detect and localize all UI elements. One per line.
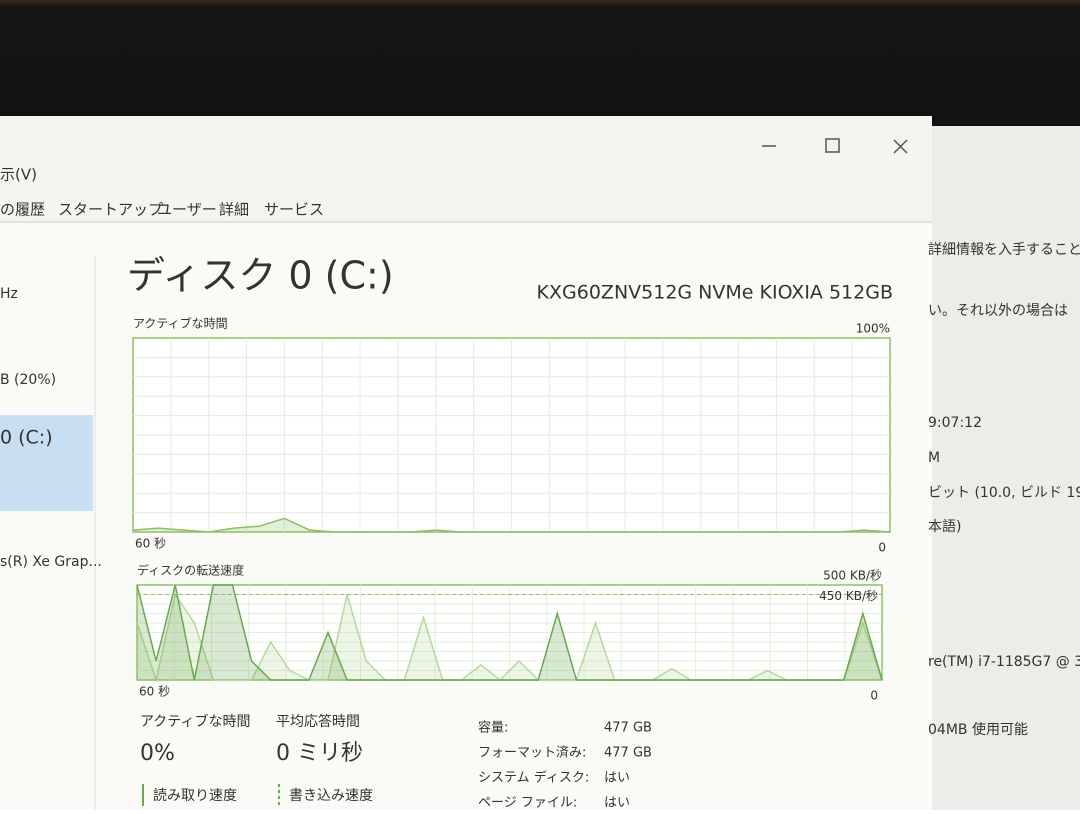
- maximize-button[interactable]: [825, 138, 840, 153]
- info-text: M: [928, 450, 940, 466]
- chart-label: アクティブな時間: [133, 316, 228, 331]
- close-button[interactable]: [893, 139, 908, 154]
- sidebar-item[interactable]: 0 (C:): [0, 427, 53, 449]
- property-value: はい: [604, 771, 630, 786]
- chart-time-label: 60 秒: [135, 537, 166, 551]
- chart-min-label: 0: [878, 541, 886, 555]
- property-label: ページ ファイル:: [478, 796, 577, 811]
- sidebar-item[interactable]: B (20%): [0, 372, 56, 388]
- marker-label: 450 KB/秒: [819, 589, 878, 603]
- disk-model: KXG60ZNV512G NVMe KIOXIA 512GB: [537, 282, 893, 304]
- info-text: 9:07:12: [928, 415, 982, 431]
- info-text: 本語): [928, 519, 961, 535]
- chart-time-label: 60 秒: [139, 685, 170, 699]
- chart-line: [132, 517, 891, 533]
- disk-title: ディスク 0 (C:): [127, 254, 394, 298]
- info-text: 詳細情報を入手すること: [928, 242, 1080, 258]
- tab[interactable]: 詳細: [219, 201, 249, 219]
- property-value: 477 GB: [604, 721, 652, 736]
- stat-label: アクティブな時間: [140, 713, 250, 730]
- chart-area-fill: [137, 585, 882, 680]
- stat-label: 平均応答時間: [276, 713, 360, 730]
- tab[interactable]: サービス: [264, 201, 324, 219]
- chart-max-label: 500 KB/秒: [823, 569, 882, 583]
- sidebar-selected: [0, 415, 93, 511]
- tab[interactable]: ユーザー: [157, 201, 217, 219]
- stat-label: 読み取り速度: [153, 787, 237, 804]
- menu-view[interactable]: 示(V): [0, 166, 37, 184]
- property-label: フォーマット済み:: [478, 745, 586, 761]
- back-window: [925, 126, 1080, 810]
- property-value: はい: [604, 796, 630, 811]
- chart-max-label: 100%: [856, 322, 890, 336]
- chart-line: [136, 584, 883, 681]
- sidebar-item[interactable]: Hz: [0, 286, 18, 302]
- property-value: 477 GB: [604, 746, 652, 761]
- chart-min-label: 0: [870, 689, 878, 703]
- chart-label: ディスクの転送速度: [137, 563, 244, 578]
- stat-value: 0%: [140, 741, 175, 766]
- property-label: 容量:: [478, 720, 508, 736]
- info-text: ビット (10.0, ビルド 1904: [928, 485, 1080, 501]
- chart-line: [136, 592, 883, 683]
- tab[interactable]: の履歴: [0, 201, 45, 219]
- info-text: い。それ以外の場合は: [928, 303, 1068, 319]
- info-text: 04MB 使用可能: [928, 721, 1028, 738]
- bezel: [0, 0, 1080, 130]
- stat-value: 0 ミリ秒: [276, 741, 363, 766]
- stat-label: 書き込み速度: [289, 788, 373, 804]
- sidebar-item[interactable]: s(R) Xe Grap...: [0, 554, 102, 570]
- tab[interactable]: スタートアップ: [58, 201, 163, 219]
- property-label: システム ディスク:: [478, 770, 589, 786]
- chart-area-fill: [133, 518, 890, 532]
- info-text: re(TM) i7-1185G7 @ 3.0: [928, 654, 1080, 670]
